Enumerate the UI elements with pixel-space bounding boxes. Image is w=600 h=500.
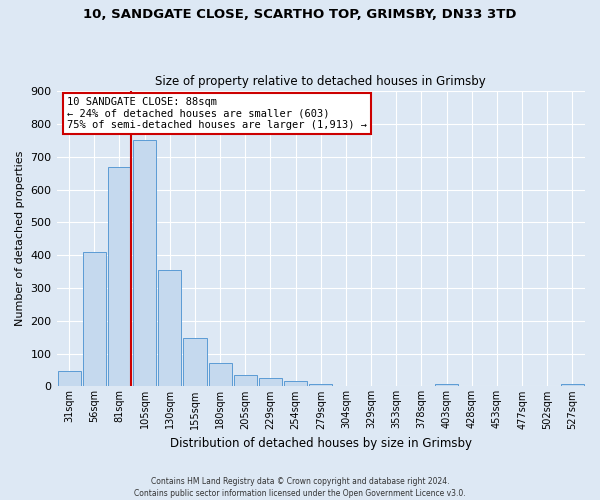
Title: Size of property relative to detached houses in Grimsby: Size of property relative to detached ho… bbox=[155, 76, 486, 88]
Text: Contains HM Land Registry data © Crown copyright and database right 2024.
Contai: Contains HM Land Registry data © Crown c… bbox=[134, 476, 466, 498]
Text: 10, SANDGATE CLOSE, SCARTHO TOP, GRIMSBY, DN33 3TD: 10, SANDGATE CLOSE, SCARTHO TOP, GRIMSBY… bbox=[83, 8, 517, 20]
Bar bbox=[184, 338, 206, 386]
Bar bbox=[133, 140, 156, 386]
X-axis label: Distribution of detached houses by size in Grimsby: Distribution of detached houses by size … bbox=[170, 437, 472, 450]
Y-axis label: Number of detached properties: Number of detached properties bbox=[15, 151, 25, 326]
Text: 10 SANDGATE CLOSE: 88sqm
← 24% of detached houses are smaller (603)
75% of semi-: 10 SANDGATE CLOSE: 88sqm ← 24% of detach… bbox=[67, 97, 367, 130]
Bar bbox=[108, 166, 131, 386]
Bar bbox=[284, 382, 307, 386]
Bar bbox=[561, 384, 584, 386]
Bar bbox=[435, 384, 458, 386]
Bar bbox=[209, 364, 232, 386]
Bar bbox=[234, 375, 257, 386]
Bar bbox=[259, 378, 282, 386]
Bar bbox=[309, 384, 332, 386]
Bar bbox=[158, 270, 181, 386]
Bar bbox=[58, 371, 80, 386]
Bar bbox=[83, 252, 106, 386]
